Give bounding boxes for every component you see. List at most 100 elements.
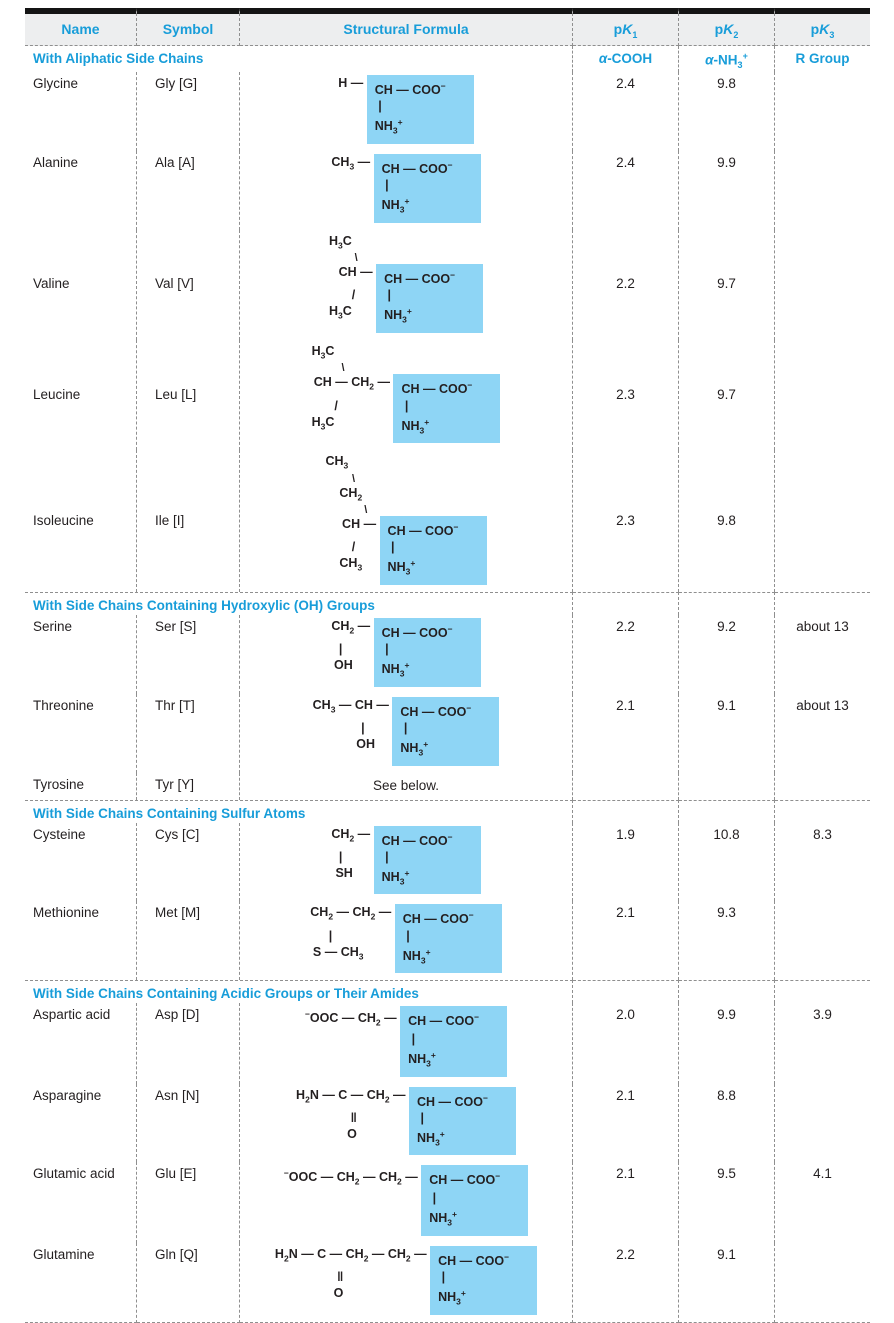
structure-highlight-line: CH — COO− [376, 264, 484, 288]
section-subhead-pk3 [775, 980, 870, 1003]
structure-highlight-line: CH — COO− [392, 696, 500, 721]
structure-left-line: CH3 [325, 454, 349, 471]
structure-left-line: S — CH3 [312, 944, 364, 962]
structure-left-line [284, 1206, 421, 1236]
pk1-text: 2.3 [616, 386, 635, 402]
structure-left-line [338, 98, 366, 114]
pk3-value: 4.1 [775, 1162, 870, 1242]
aa-symbol: Glu [E] [137, 1162, 240, 1243]
column-header-6: pK3 [775, 8, 870, 46]
aa-name: Glutamine [25, 1242, 137, 1323]
structure-highlight-line: CH — COO− [409, 1086, 516, 1110]
structure-left-line: CH — [342, 517, 380, 532]
pk3-value: 3.9 [775, 1003, 870, 1083]
pk1-text: 2.2 [616, 1246, 635, 1262]
structure-left-line: \ [364, 504, 380, 517]
pk3-value [775, 72, 870, 151]
aa-symbol: Gln [Q] [137, 1242, 240, 1323]
aa-symbol: Ile [I] [137, 450, 240, 593]
structure-left-line: | [361, 721, 393, 736]
pk3-value [775, 1243, 870, 1323]
aa-symbol-label: Gly [G] [155, 75, 198, 91]
pk2-value: 9.1 [679, 1242, 775, 1323]
section-subhead-pk2 [679, 592, 775, 616]
aa-symbol-label: Tyr [Y] [155, 776, 195, 792]
aa-name-label: Cysteine [33, 826, 86, 842]
pk1-value: 2.3 [573, 450, 679, 593]
structural-formula: CH3 \ CH2 \ CH — CH — COO− / | CH3 NH3+ [325, 453, 487, 586]
aa-structure-cell: See below. [240, 772, 573, 800]
structure-left-line [305, 1047, 400, 1077]
structure-highlight-line: NH3+ [379, 555, 487, 586]
structure-left-line: | [328, 928, 395, 943]
pk2-text: 8.8 [717, 1087, 736, 1103]
structure-left-line: \ [352, 472, 380, 485]
aa-structure-cell: CH2 — CH — COO− | | SH NH3+ [240, 822, 573, 902]
aa-symbol-label: Ala [A] [155, 154, 195, 170]
aa-symbol: Asn [N] [137, 1083, 240, 1163]
pk2-value: 9.1 [679, 693, 775, 773]
pk2-text: 9.1 [717, 1246, 736, 1262]
aa-name: Glutamic acid [25, 1162, 137, 1243]
structure-box-spacer [376, 253, 483, 264]
aa-name-label: Glutamic acid [33, 1166, 115, 1182]
structure-left-line: CH — [338, 265, 377, 280]
aa-structure-cell: H2N — C — CH2 — CH — COO− ‖ | O NH3+ [240, 1083, 573, 1163]
structure-highlight-line: | [392, 720, 500, 737]
pk3-value: about 13 [775, 615, 870, 694]
section-subhead-pk3 [775, 592, 870, 615]
structure-left-line [331, 177, 373, 193]
structure-left-line: H2N — C — CH2 — CH2 — [274, 1246, 431, 1264]
aa-symbol: Asp [D] [137, 1003, 240, 1084]
pk1-value: 2.1 [573, 693, 679, 773]
structure-left-line: ‖ [337, 1269, 431, 1284]
pk3-text: about 13 [796, 697, 849, 713]
aa-name: Valine [25, 229, 137, 340]
section-title: With Side Chains Containing Sulfur Atoms [25, 799, 573, 823]
column-header-1: Name [25, 8, 137, 46]
structure-left-line: −OOC — CH2 — [304, 1009, 401, 1028]
structure-left-line: H3C [311, 414, 394, 432]
structure-left-line: H3C [328, 233, 377, 251]
pk1-text: 2.1 [616, 905, 635, 921]
section-subhead-pk3: R Group [795, 50, 850, 66]
aa-symbol: Val [V] [137, 229, 240, 340]
structure-left-line: CH2 [339, 485, 363, 503]
structure-left-line: OH [356, 737, 393, 752]
column-header-4: pK1 [573, 8, 679, 46]
pk1-text: 2.4 [616, 154, 635, 170]
pk3-value: 8.3 [775, 823, 870, 902]
aa-name-label: Tyrosine [33, 776, 85, 792]
pk1-text: 2.4 [616, 75, 635, 91]
column-header-2: Symbol [137, 8, 240, 46]
pk3-value [775, 151, 870, 230]
structure-box-spacer [393, 363, 500, 374]
structure-highlight-line: CH — COO− [421, 1165, 529, 1191]
aa-structure-cell: CH3 — CH — COO− | NH3+ [240, 150, 573, 230]
structure-highlight-line: | [394, 927, 502, 944]
pk2-text: 9.7 [717, 386, 736, 402]
pk1-text: 2.1 [616, 697, 635, 713]
structure-left-line: CH — CH2 — [313, 375, 394, 392]
structure-highlight-line: CH — COO− [393, 374, 501, 398]
structure-left-line: / [334, 398, 394, 413]
pk1-value: 2.1 [573, 901, 679, 981]
pk2-text: 9.1 [717, 697, 736, 713]
pk2-value: 8.8 [679, 1083, 775, 1163]
pk1-value: 2.1 [573, 1083, 679, 1163]
pk2-value: 9.8 [679, 71, 775, 151]
structure-left-line: | [338, 849, 374, 864]
aa-name-label: Glutamine [33, 1246, 95, 1262]
structure-left-line [305, 1031, 400, 1047]
structure-left-line: H2N — C — CH2 — [296, 1087, 409, 1105]
structural-formula: −OOC — CH2 — CH2 — CH — COO− | NH3+ [284, 1165, 529, 1236]
structure-highlight-line: CH — COO− [373, 618, 481, 642]
pk1-text: 2.1 [616, 1087, 635, 1103]
structure-highlight-line: | [379, 539, 487, 556]
structure-highlight-line: CH — COO− [394, 904, 502, 928]
structure-left-line: CH2 — [331, 826, 374, 844]
aa-symbol-label: Val [V] [155, 276, 194, 292]
column-header-5: pK2 [679, 8, 775, 46]
section-title: With Side Chains Containing Hydroxylic (… [25, 592, 573, 616]
pk2-value: 9.7 [679, 339, 775, 451]
